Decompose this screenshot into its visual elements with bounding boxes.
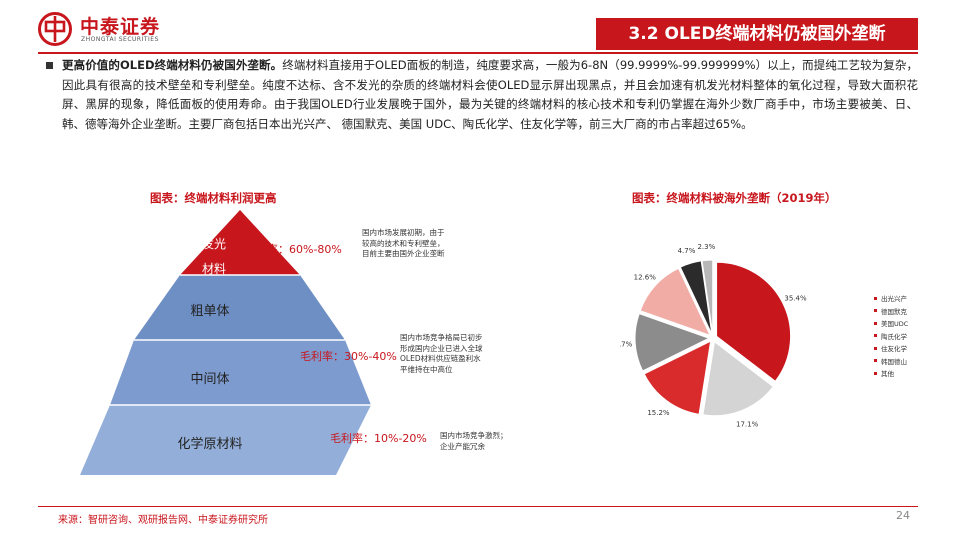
legend-item-1: 德国默克 <box>874 305 908 318</box>
page-number: 24 <box>896 509 910 522</box>
legend-marker-icon <box>874 334 877 338</box>
legend-item-0: 出光兴产 <box>874 292 908 305</box>
note-raw-material: 国内市场竞争激烈； 企业产能冗余 <box>440 431 508 451</box>
pie-value-label-4: 12.6% <box>634 273 657 281</box>
pie-value-label-1: 17.1% <box>736 420 759 428</box>
logo-chinese-name: 中泰证券 <box>80 16 161 38</box>
paragraph-body: 终端材料直接用于OLED面板的制造，纯度要求高，一般为6-8N（99.9999%… <box>62 58 918 131</box>
market-share-pie: 35.4% 17.1% 15.2% 12.7% 12.6% 4.7%2.3% <box>620 243 807 428</box>
note-luminescent: 国内市场发展初期，由于 较高的技术和专利壁垒， 目前主要由国外企业垄断 <box>362 228 445 258</box>
bullet-square-icon <box>46 62 53 69</box>
legend-marker-icon <box>874 321 877 325</box>
pyramid-tier-raw-material <box>80 405 371 475</box>
legend-label: 陶氏化学 <box>881 332 907 341</box>
pie-slice-4 <box>639 267 711 337</box>
tier-label-intermediate: 中间体 <box>190 372 230 387</box>
legend-marker-icon <box>874 309 877 313</box>
legend-label: 德国默克 <box>881 307 907 316</box>
margin-intermediate: 毛利率：30%-40% <box>300 350 397 363</box>
pie-value-label-3: 12.7% <box>620 340 633 348</box>
tier-label-luminescent-1: 发光 <box>201 237 226 251</box>
paragraph-lead: 更高价值的OLED终端材料仍被国外垄断。 <box>62 58 283 72</box>
legend-label: 美国UDC <box>881 320 909 329</box>
body-paragraph: 更高价值的OLED终端材料仍被国外垄断。终端材料直接用于OLED面板的制造，纯度… <box>62 56 918 134</box>
pie-value-label-6: 2.3% <box>697 243 715 251</box>
margin-luminescent: 毛利率：60%-80% <box>245 243 342 256</box>
pie-slice-3 <box>634 312 711 372</box>
pyramid-tier-crude-monomer <box>134 275 345 340</box>
legend-label: 出光兴产 <box>881 295 907 304</box>
tier-label-crude-monomer: 粗单体 <box>190 304 230 319</box>
legend-item-2: 美国UDC <box>874 317 908 330</box>
legend-label: 韩国德山 <box>881 357 907 366</box>
legend-marker-icon <box>874 346 877 350</box>
legend-marker-icon <box>874 371 877 375</box>
pie-value-label-5: 4.7% <box>678 247 696 255</box>
pyramid-tier-luminescent <box>180 210 300 275</box>
legend-marker-icon <box>874 296 877 300</box>
pie-slice-5 <box>679 260 713 335</box>
margin-raw-material: 毛利率：10%-20% <box>330 432 427 445</box>
pie-slice-1 <box>702 340 774 417</box>
legend-item-5: 韩国德山 <box>874 355 908 368</box>
source-note: 来源：智研咨询、观研报告网、中泰证券研究所 <box>58 515 268 526</box>
tier-label-luminescent-2: 材料 <box>201 262 226 276</box>
header-divider <box>38 52 918 54</box>
pie-value-label-0: 35.4% <box>784 294 807 302</box>
tier-label-raw-material: 化学原材料 <box>177 437 243 452</box>
logo-english-name: ZHONGTAI SECURITIES <box>81 36 159 43</box>
pyramid-tier-intermediate <box>110 340 371 405</box>
legend-item-4: 住友化学 <box>874 342 908 355</box>
legend-marker-icon <box>874 359 877 363</box>
footer-divider <box>38 506 918 507</box>
pie-legend: 出光兴产德国默克美国UDC 陶氏化学住友化学韩国德山其他 <box>874 292 908 380</box>
pie-slice-2 <box>643 340 712 415</box>
pie-value-label-2: 15.2% <box>647 409 670 417</box>
legend-label: 住友化学 <box>881 345 907 354</box>
pie-slice-6 <box>701 259 714 335</box>
legend-item-3: 陶氏化学 <box>874 330 908 343</box>
pie-slice-0 <box>716 261 792 382</box>
legend-label: 其他 <box>881 370 894 379</box>
left-chart-caption: 图表：终端材料利润更高 <box>150 191 277 205</box>
note-intermediate: 国内市场竞争格局已初步 形成国内企业已进入全球 OLED材料供应链盈利水 平维持在中高… <box>400 333 483 374</box>
zhongtai-logo-icon <box>38 12 72 46</box>
legend-item-6: 其他 <box>874 367 908 380</box>
right-chart-caption: 图表：终端材料被海外垄断（2019年） <box>632 191 837 205</box>
section-title: 3.2 OLED终端材料仍被国外垄断 <box>596 18 918 50</box>
